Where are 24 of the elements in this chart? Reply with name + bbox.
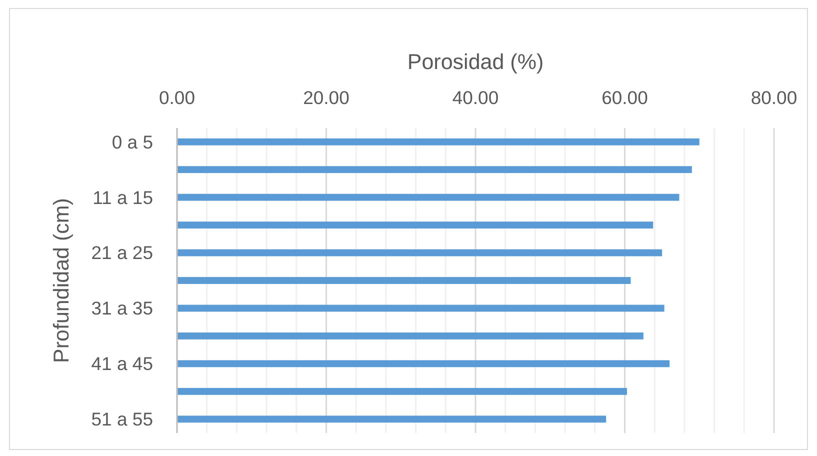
x-tick-label: 40.00	[452, 87, 499, 108]
bar	[177, 222, 654, 229]
y-tick-label: 0 a 5	[112, 131, 153, 152]
x-tick-label: 80.00	[750, 87, 798, 108]
y-tick-label: 41 a 45	[91, 353, 153, 374]
bar	[177, 360, 670, 368]
bar	[177, 388, 627, 395]
bar	[177, 277, 631, 284]
x-tick-label: 0.00	[158, 87, 196, 108]
bar	[177, 304, 664, 312]
bar	[177, 332, 644, 340]
x-axis-title: Porosidad (%)	[407, 50, 544, 74]
bar	[177, 166, 692, 174]
y-tick-label: 11 a 15	[92, 186, 153, 208]
y-axis-title: Profundidad (cm)	[50, 198, 74, 363]
x-tick-label: 60.00	[602, 87, 648, 108]
bar	[177, 138, 700, 146]
bar	[177, 249, 662, 256]
y-tick-label: 51 a 55	[91, 408, 153, 430]
y-tick-label: 31 a 35	[91, 298, 153, 319]
bar	[177, 194, 680, 201]
bar	[177, 416, 606, 423]
x-tick-label: 20.00	[303, 87, 350, 108]
y-tick-label: 21 a 25	[91, 242, 153, 264]
